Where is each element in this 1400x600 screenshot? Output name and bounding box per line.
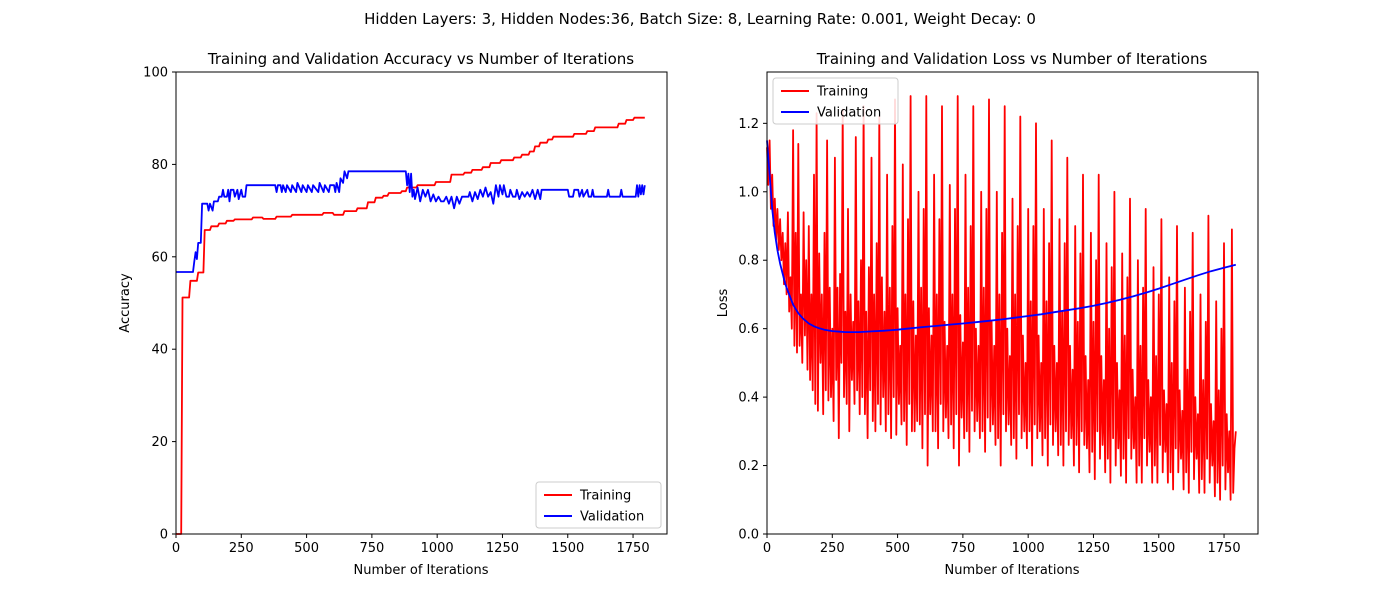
accuracy-legend-training-label: Training (579, 489, 631, 504)
accuracy-y-ticks: 0 20 40 60 80 100 (143, 66, 176, 543)
loss-chart: Training and Validation Loss vs Number o… (716, 50, 1259, 578)
loss-y-tick-label: 1.0 (738, 185, 759, 200)
accuracy-series-layer (176, 116, 646, 535)
accuracy-x-tick-label: 1250 (486, 541, 519, 556)
accuracy-x-tick-label: 750 (359, 541, 384, 556)
accuracy-axes-frame (175, 71, 668, 535)
accuracy-x-tick-label: 500 (294, 541, 319, 556)
accuracy-chart: Training and Validation Accuracy vs Numb… (118, 50, 668, 578)
accuracy-validation-line (176, 170, 646, 273)
loss-x-tick-label: 750 (950, 541, 975, 556)
accuracy-x-tick-label: 250 (229, 541, 254, 556)
accuracy-y-tick-label: 100 (143, 66, 168, 81)
loss-training-line (766, 95, 1237, 501)
loss-legend: Training Validation (772, 77, 899, 125)
accuracy-x-tick-label: 1500 (551, 541, 584, 556)
accuracy-legend: Training Validation (535, 481, 662, 529)
accuracy-x-ticks: 0 250 500 750 1000 1250 1500 1750 (172, 534, 650, 556)
loss-x-tick-label: 250 (820, 541, 845, 556)
accuracy-x-label: Number of Iterations (354, 563, 489, 578)
loss-x-tick-label: 1250 (1077, 541, 1110, 556)
accuracy-y-tick-label: 80 (151, 158, 168, 173)
loss-y-tick-label: 0.2 (738, 459, 759, 474)
loss-x-tick-label: 1000 (1012, 541, 1045, 556)
loss-chart-title: Training and Validation Loss vs Number o… (816, 50, 1208, 68)
accuracy-training-line (176, 116, 645, 535)
accuracy-y-tick-label: 40 (151, 343, 168, 358)
figure-suptitle: Hidden Layers: 3, Hidden Nodes:36, Batch… (364, 10, 1036, 28)
accuracy-y-label: Accuracy (118, 273, 133, 333)
loss-x-label: Number of Iterations (945, 563, 1080, 578)
accuracy-x-tick-label: 1750 (617, 541, 650, 556)
loss-x-ticks: 0 250 500 750 1000 1250 1500 1750 (763, 534, 1241, 556)
loss-x-tick-label: 0 (763, 541, 771, 556)
accuracy-chart-title: Training and Validation Accuracy vs Numb… (207, 50, 634, 68)
loss-x-tick-label: 500 (885, 541, 910, 556)
accuracy-x-tick-label: 1000 (421, 541, 454, 556)
loss-y-tick-label: 0.4 (738, 391, 759, 406)
loss-y-label: Loss (716, 289, 731, 318)
loss-validation-line (766, 140, 1237, 334)
loss-y-tick-label: 0.6 (738, 322, 759, 337)
loss-axes-frame (766, 71, 1259, 535)
accuracy-y-tick-label: 0 (160, 528, 168, 543)
accuracy-legend-validation-label: Validation (580, 510, 644, 525)
accuracy-y-tick-label: 60 (151, 250, 168, 265)
loss-x-tick-label: 1500 (1142, 541, 1175, 556)
loss-y-ticks: 0.0 0.2 0.4 0.6 0.8 1.0 1.2 (738, 117, 767, 543)
loss-y-tick-label: 1.2 (738, 117, 759, 132)
loss-series-layer (766, 95, 1237, 501)
loss-y-tick-label: 0.8 (738, 254, 759, 269)
loss-x-tick-label: 1750 (1208, 541, 1241, 556)
loss-y-tick-label: 0.0 (738, 528, 759, 543)
accuracy-x-tick-label: 0 (172, 541, 180, 556)
loss-legend-training-label: Training (816, 85, 868, 100)
loss-legend-validation-label: Validation (817, 106, 881, 121)
accuracy-y-tick-label: 20 (151, 435, 168, 450)
